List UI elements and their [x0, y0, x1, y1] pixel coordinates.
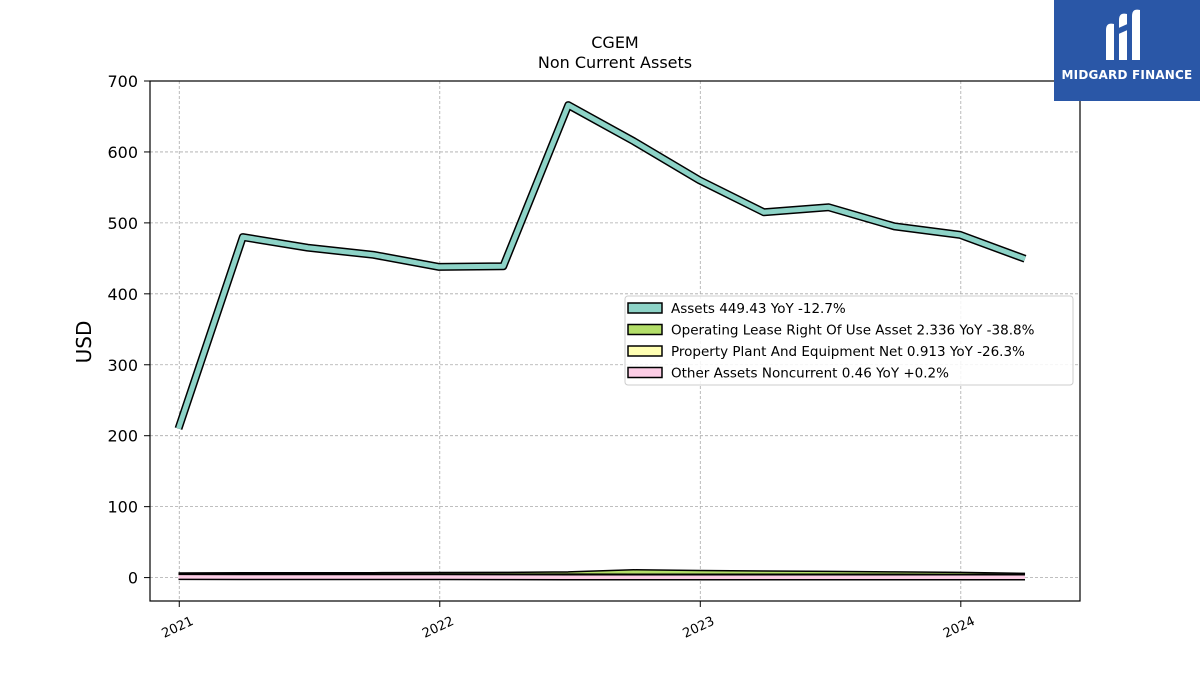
x-tick-label: 2021 — [160, 614, 196, 642]
x-tick-label: 2024 — [941, 614, 977, 642]
legend-frame — [624, 295, 1074, 386]
legend-entry-label: Property Plant And Equipment Net 0.913 Y… — [671, 344, 1025, 360]
legend-swatch — [627, 366, 663, 379]
y-tick-label: 600 — [107, 143, 138, 162]
series-layer — [174, 101, 1027, 581]
logo-text: MIDGARD FINANCE — [1061, 68, 1193, 82]
legend-entry-label: Other Assets Noncurrent 0.46 YoY +0.2% — [671, 366, 949, 382]
chart-title: CGEM — [591, 33, 638, 52]
x-tick-label: 2023 — [681, 614, 717, 642]
y-tick-label: 100 — [107, 498, 138, 517]
plot-frame — [149, 80, 1081, 602]
legend-entry-label: Assets 449.43 YoY -12.7% — [671, 301, 846, 317]
legend-swatch — [627, 302, 663, 314]
midgard-m-logo-icon — [1106, 9, 1140, 61]
y-tick-label: 500 — [107, 214, 138, 233]
chart-subtitle: Non Current Assets — [538, 53, 692, 72]
legend-swatch — [627, 345, 663, 357]
legend-entry-label: Operating Lease Right Of Use Asset 2.336… — [671, 323, 1035, 339]
y-tick-label: 300 — [107, 356, 138, 375]
midgard-finance-logo: MIDGARD FINANCE — [1054, 0, 1200, 101]
y-axis-label: USD — [72, 321, 96, 364]
series-line-1 — [176, 102, 1026, 430]
y-tick-label: 700 — [107, 72, 138, 91]
x-tick-label: 2022 — [420, 614, 456, 642]
y-tick-label: 200 — [107, 427, 138, 446]
legend: Assets 449.43 YoY -12.7% Operating Lease … — [624, 295, 1074, 386]
legend-swatch — [627, 323, 663, 336]
y-tick-label: 0 — [128, 569, 138, 588]
y-tick-label: 400 — [107, 285, 138, 304]
